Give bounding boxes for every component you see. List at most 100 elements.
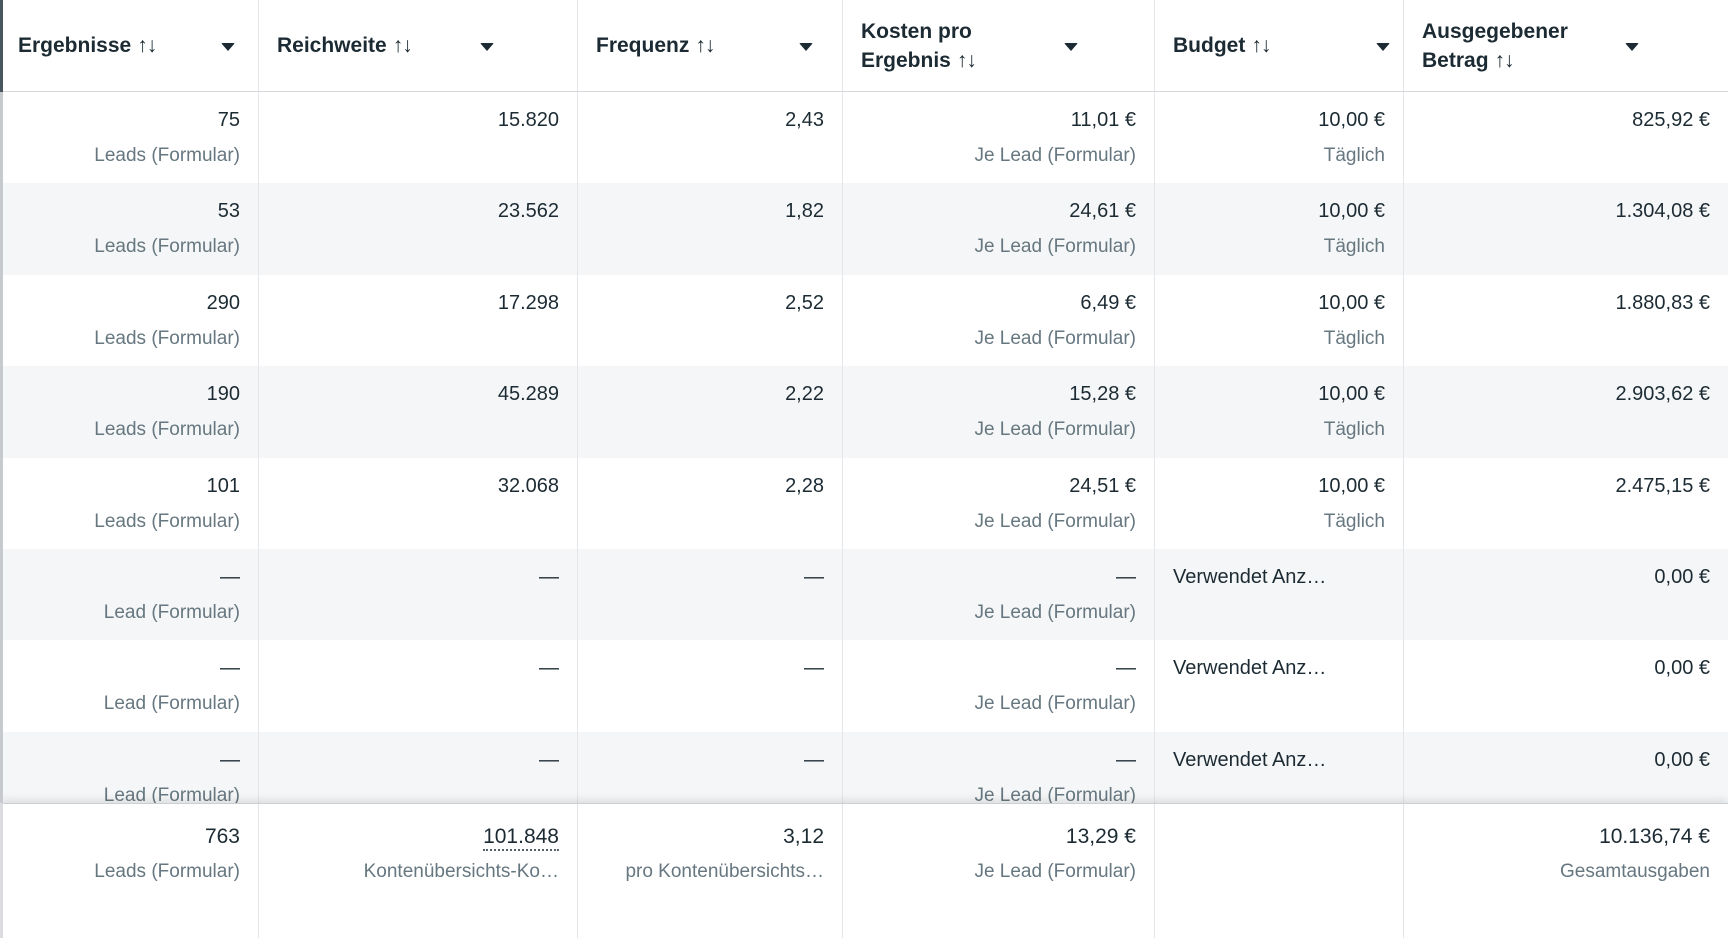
summary-value-tooltip-underline[interactable]: 101.848 bbox=[483, 825, 559, 851]
cell-budget: Verwendet Anz… bbox=[1155, 548, 1404, 641]
sort-arrows-icon[interactable]: ↑↓ bbox=[956, 48, 977, 72]
chevron-down-icon[interactable] bbox=[1625, 42, 1639, 51]
cell-sublabel: Lead (Formular) bbox=[103, 784, 240, 803]
cell-value: — bbox=[804, 565, 824, 588]
cell-value: 75 bbox=[217, 109, 240, 131]
cell-value: 101 bbox=[206, 474, 240, 497]
summary-value: 101.848 bbox=[277, 822, 559, 852]
cell-value: 10,00 € bbox=[1318, 474, 1385, 497]
cell-cost-per-result: 6,49 € Je Lead (Formular) bbox=[843, 274, 1155, 367]
cell-budget: Verwendet Anz… bbox=[1155, 731, 1404, 803]
cell-reach: — bbox=[259, 640, 578, 732]
cell-sublabel: Lead (Formular) bbox=[103, 693, 240, 715]
cell-cost-per-result: 11,01 € Je Lead (Formular) bbox=[843, 92, 1155, 184]
sort-arrows-icon[interactable]: ↑↓ bbox=[137, 34, 157, 57]
cell-value: Verwendet Anz… bbox=[1173, 657, 1327, 680]
column-header-text: Ergebnis bbox=[861, 48, 951, 72]
cell-value: 24,61 € bbox=[1069, 200, 1136, 223]
cell-frequency: 2,22 bbox=[578, 366, 843, 458]
chevron-down-icon[interactable] bbox=[480, 42, 494, 51]
column-header-frequency[interactable]: Frequenz ↑↓ bbox=[578, 0, 843, 91]
cell-value: 2,52 bbox=[785, 291, 824, 314]
cell-reach: — bbox=[259, 548, 578, 641]
column-header-cost-per-result[interactable]: Kosten pro Ergebnis ↑↓ bbox=[843, 0, 1155, 91]
table-header-row: Ergebnisse ↑↓ Reichweite ↑↓ Frequenz ↑↓ Kosten… bbox=[0, 0, 1728, 92]
cell-reach: 15.820 bbox=[259, 92, 578, 184]
cell-amount-spent: 0,00 € bbox=[1404, 732, 1728, 803]
cell-value: Verwendet Anz… bbox=[1173, 565, 1327, 588]
cell-value: — bbox=[804, 748, 824, 771]
cell-value: 190 bbox=[206, 383, 240, 406]
column-header-text: Reichweite bbox=[277, 34, 387, 57]
sort-arrows-icon[interactable]: ↑↓ bbox=[392, 34, 413, 57]
cell-results: 53 Leads (Formular) bbox=[0, 183, 259, 275]
cell-value: — bbox=[1116, 657, 1136, 680]
cell-results: — Lead (Formular) bbox=[0, 640, 259, 732]
cell-reach: 17.298 bbox=[259, 274, 578, 367]
cell-value: 2.903,62 € bbox=[1615, 383, 1710, 406]
cell-value: 0,00 € bbox=[1654, 565, 1710, 588]
cell-sublabel: Täglich bbox=[1323, 327, 1385, 349]
cell-results: 190 Leads (Formular) bbox=[0, 366, 259, 458]
cell-reach: 23.562 bbox=[259, 183, 578, 275]
cell-value: — bbox=[220, 565, 240, 588]
cell-cost-per-result: — Je Lead (Formular) bbox=[843, 548, 1155, 641]
cell-budget: 10,00 € Täglich bbox=[1155, 457, 1404, 549]
cell-sublabel: Je Lead (Formular) bbox=[974, 419, 1136, 441]
cell-cost-per-result: 24,51 € Je Lead (Formular) bbox=[843, 457, 1155, 549]
cell-reach: 45.289 bbox=[259, 366, 578, 458]
summary-value: 3,12 bbox=[783, 825, 824, 848]
summary-cell-reach: 101.848 Kontenübersichts-Ko… bbox=[259, 804, 578, 938]
summary-cell-budget bbox=[1155, 804, 1404, 938]
cell-value: 53 bbox=[217, 200, 240, 223]
column-header-amount-spent[interactable]: Ausgegebener Betrag ↑↓ bbox=[1404, 0, 1728, 91]
sort-arrows-icon[interactable]: ↑↓ bbox=[1494, 48, 1515, 72]
cell-value: 2,43 bbox=[785, 109, 824, 131]
table-summary-row: 763 Leads (Formular) 101.848 Kontenübersich… bbox=[0, 803, 1728, 938]
summary-sublabel: Je Lead (Formular) bbox=[974, 861, 1136, 882]
column-header-label: Ergebnisse ↑↓ bbox=[18, 31, 157, 60]
cell-reach: — bbox=[259, 731, 578, 803]
cell-value: 10,00 € bbox=[1318, 383, 1385, 406]
column-header-reach[interactable]: Reichweite ↑↓ bbox=[259, 0, 578, 91]
cell-value: 10,00 € bbox=[1318, 200, 1385, 223]
chevron-down-icon[interactable] bbox=[221, 42, 235, 51]
cell-sublabel: Täglich bbox=[1323, 236, 1385, 258]
cell-sublabel: Täglich bbox=[1323, 419, 1385, 441]
cell-amount-spent: 0,00 € bbox=[1404, 640, 1728, 731]
cell-sublabel: Je Lead (Formular) bbox=[974, 510, 1136, 532]
cell-sublabel: Leads (Formular) bbox=[94, 510, 240, 532]
column-header-label: Ausgegebener Betrag ↑↓ bbox=[1422, 17, 1568, 75]
table-row: 101 Leads (Formular) 32.068 2,28 24,51 € Je L… bbox=[0, 457, 1728, 549]
cell-amount-spent: 1.880,83 € bbox=[1404, 275, 1728, 366]
column-header-text: Budget bbox=[1173, 34, 1246, 57]
summary-cell-amount-spent: 10.136,74 € Gesamtausgaben bbox=[1404, 804, 1728, 938]
cell-sublabel: Je Lead (Formular) bbox=[974, 601, 1136, 623]
cell-amount-spent: 2.903,62 € bbox=[1404, 366, 1728, 457]
column-header-text: Ergebnisse bbox=[18, 34, 132, 57]
cell-frequency: — bbox=[578, 548, 843, 641]
column-header-budget[interactable]: Budget ↑↓ bbox=[1155, 0, 1404, 91]
column-header-results[interactable]: Ergebnisse ↑↓ bbox=[0, 0, 259, 91]
cell-sublabel: Leads (Formular) bbox=[94, 327, 240, 349]
cell-value: 290 bbox=[206, 291, 240, 314]
cell-budget: 10,00 € Täglich bbox=[1155, 274, 1404, 367]
cell-frequency: 1,82 bbox=[578, 183, 843, 275]
chevron-down-icon[interactable] bbox=[1064, 42, 1078, 51]
column-header-text: Betrag bbox=[1422, 48, 1489, 72]
cell-value: 45.289 bbox=[497, 383, 559, 406]
cell-value: 10,00 € bbox=[1318, 291, 1385, 314]
chevron-down-icon[interactable] bbox=[799, 42, 813, 51]
cell-value: 825,92 € bbox=[1632, 109, 1710, 131]
summary-cell-results: 763 Leads (Formular) bbox=[0, 804, 259, 938]
sort-arrows-icon[interactable]: ↑↓ bbox=[1251, 34, 1271, 57]
cell-results: — Lead (Formular) bbox=[0, 548, 259, 641]
cell-results: 75 Leads (Formular) bbox=[0, 92, 259, 184]
cell-value: 2,28 bbox=[785, 474, 824, 497]
left-edge-divider bbox=[0, 803, 3, 938]
cell-frequency: 2,28 bbox=[578, 457, 843, 549]
sort-arrows-icon[interactable]: ↑↓ bbox=[695, 34, 715, 57]
cell-value: — bbox=[1116, 565, 1136, 588]
table-row: 290 Leads (Formular) 17.298 2,52 6,49 € Je Le… bbox=[0, 274, 1728, 367]
chevron-down-icon[interactable] bbox=[1376, 42, 1390, 51]
